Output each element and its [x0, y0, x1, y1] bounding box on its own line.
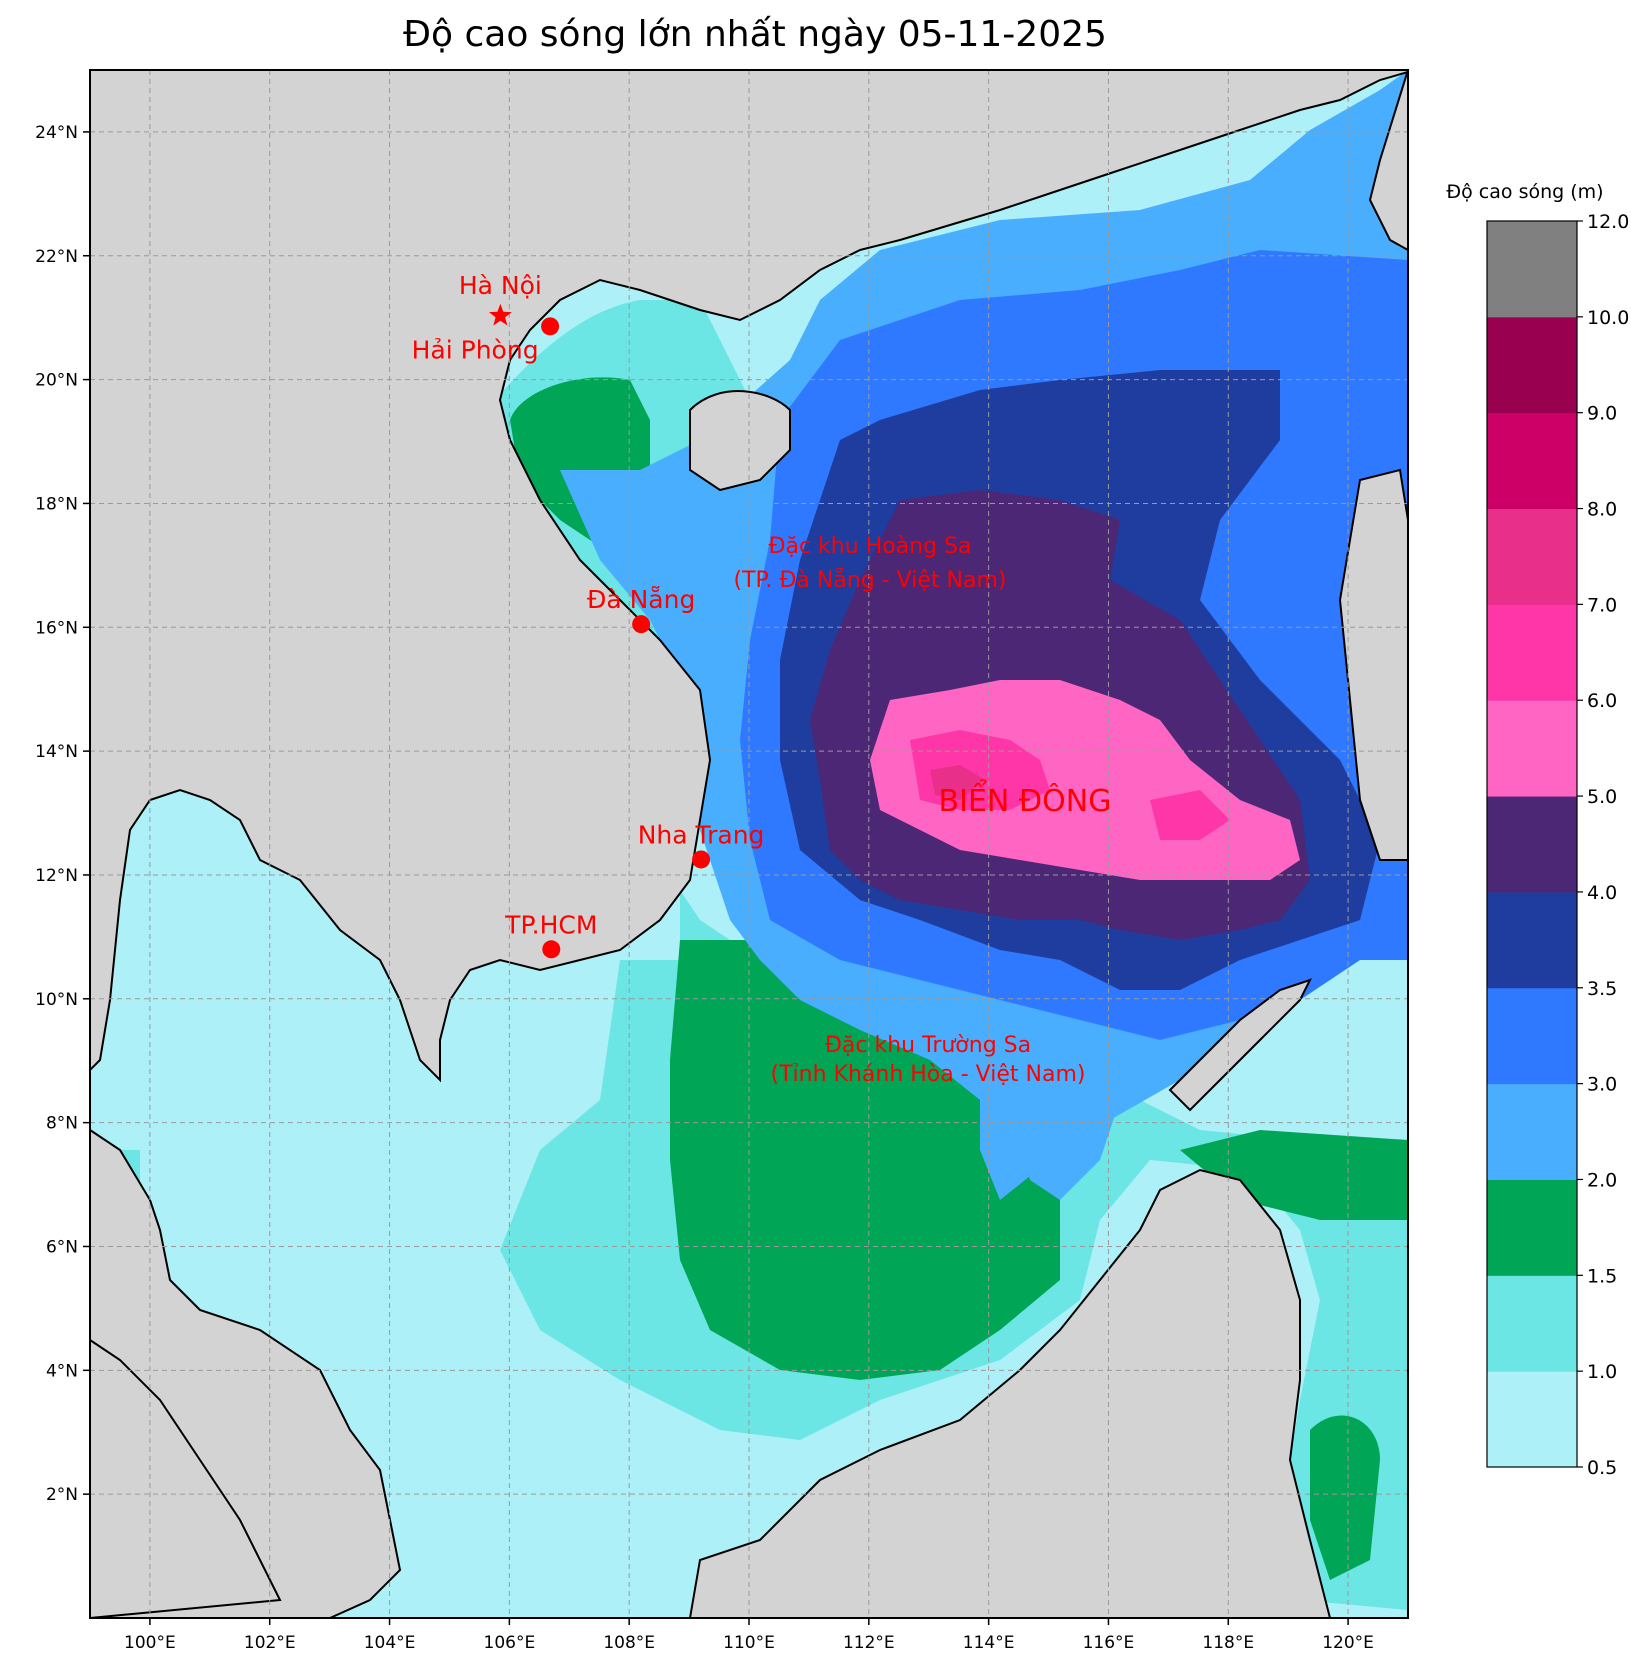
lon-tick-label: 116°E	[1083, 1633, 1135, 1653]
colorbar-level-label: 3.0	[1587, 1074, 1617, 1096]
colorbar-segment	[1487, 700, 1577, 797]
band-7.0-8.0	[930, 765, 985, 800]
city-star-marker	[489, 303, 512, 326]
hoang-sa-label-line1: Đặc khu Hoàng Sa	[768, 534, 971, 559]
colorbar-level-label: 6.0	[1587, 690, 1617, 712]
map-plot-area	[90, 70, 1408, 1618]
colorbar-level-label: 1.0	[1587, 1361, 1617, 1383]
lat-tick-label: 12°N	[35, 866, 78, 886]
lat-tick-label: 2°N	[46, 1485, 78, 1505]
band-1.5-2.0-south	[670, 940, 1060, 1380]
lat-tick-label: 24°N	[35, 123, 78, 143]
lat-tick-label: 8°N	[46, 1114, 78, 1134]
colorbar: 0.5 1.0 1.5 2.0 3.0 3.5 4.0 5.0 6.0 7.0 8.0 9.0 10.0…	[1486, 211, 1629, 1479]
colorbar-segment	[1487, 412, 1577, 510]
land-hainan	[689, 390, 791, 492]
colorbar-level-label: 3.5	[1587, 978, 1617, 1000]
lat-tick-label: 14°N	[35, 742, 78, 762]
lat-tick-label: 6°N	[46, 1237, 78, 1257]
band-2.0-3.0-west	[1000, 1047, 1120, 1200]
land-borneo	[688, 1168, 1332, 1618]
land-luzon	[1338, 468, 1408, 861]
lat-tick-label: 18°N	[35, 494, 78, 514]
colorbar-segment	[1487, 891, 1577, 989]
colorbar-title: Độ cao sóng (m)	[1446, 181, 1603, 203]
city-dot-marker	[692, 850, 711, 869]
land-masses	[90, 70, 1408, 1618]
colorbar-level-label: 10.0	[1587, 307, 1629, 329]
lon-tick-label: 118°E	[1202, 1633, 1254, 1653]
colorbar-level-label: 5.0	[1587, 786, 1617, 808]
lat-tick-label: 4°N	[46, 1361, 78, 1381]
lat-tick-label: 16°N	[35, 618, 78, 638]
colorbar-level-label: 7.0	[1587, 594, 1617, 616]
colorbar-level-label: 9.0	[1587, 403, 1617, 425]
lat-tick-label: 10°N	[35, 990, 78, 1010]
lon-tick-label: 104°E	[364, 1633, 416, 1653]
land-palawan	[1168, 978, 1312, 1112]
band-6.0-7.0	[910, 730, 1230, 840]
truong-sa-label-line2: (Tỉnh Khánh Hòa - Việt Nam)	[771, 1062, 1086, 1087]
city-dot-marker	[632, 615, 651, 634]
lon-tick-label: 110°E	[723, 1633, 775, 1653]
colorbar-segment	[1487, 796, 1577, 893]
colorbar-level-label: 4.0	[1587, 882, 1617, 904]
colorbar-segment	[1487, 316, 1577, 414]
truong-sa-label-line1: Đặc khu Trường Sa	[825, 1033, 1031, 1058]
map-title: Độ cao sóng lớn nhất ngày 05-11-2025	[403, 14, 1107, 55]
lon-tick-label: 120°E	[1322, 1633, 1374, 1653]
city-label: Hà Nội	[459, 271, 542, 300]
colorbar-segment	[1487, 1275, 1577, 1372]
colorbar-segment	[1487, 1083, 1577, 1180]
lat-tick-label: 20°N	[35, 371, 78, 391]
city-label: Nha Trang	[638, 820, 765, 849]
lon-tick-label: 102°E	[244, 1633, 296, 1653]
lon-tick-label: 114°E	[963, 1633, 1015, 1653]
latitude-axis: 24°N 22°N 20°N 18°N 16°N 14°N 12°N 10°N 8°N 6°N 4°…	[35, 123, 90, 1505]
colorbar-segment	[1487, 604, 1577, 701]
longitude-axis: 100°E 102°E 104°E 106°E 108°E 110°E 112°E 114°E…	[124, 1618, 1374, 1653]
colorbar-segment	[1487, 221, 1577, 318]
region-labels: Đặc khu Hoàng Sa (TP. Đà Nẵng - Việt Nam…	[734, 534, 1112, 1087]
lon-tick-label: 112°E	[843, 1633, 895, 1653]
sea-name-label: BIỂN ĐÔNG	[939, 778, 1112, 819]
colorbar-level-label: 0.5	[1587, 1457, 1617, 1479]
city-dot-marker	[541, 317, 560, 336]
colorbar-segment	[1487, 508, 1577, 605]
city-label: Đà Nẵng	[587, 585, 695, 614]
colorbar-segment	[1487, 1371, 1577, 1468]
colorbar-frame	[1486, 220, 1578, 1468]
lon-tick-label: 100°E	[124, 1633, 176, 1653]
city-dot-marker	[542, 940, 561, 959]
colorbar-level-label: 8.0	[1587, 499, 1617, 521]
land-sumatra	[90, 1338, 282, 1618]
colorbar-segment	[1487, 1179, 1577, 1276]
colorbar-level-label: 1.5	[1587, 1265, 1617, 1287]
hoang-sa-label-line2: (TP. Đà Nẵng - Việt Nam)	[734, 567, 1007, 593]
grid-lines	[90, 70, 1408, 1618]
lat-tick-label: 22°N	[35, 247, 78, 267]
colorbar-level-label: 2.0	[1587, 1169, 1617, 1191]
colorbar-segment	[1487, 987, 1577, 1085]
lon-tick-label: 108°E	[603, 1633, 655, 1653]
lon-tick-label: 106°E	[484, 1633, 536, 1653]
land-taiwan	[1368, 70, 1408, 252]
band-1.5-2.0-patch	[1310, 1415, 1380, 1580]
city-label: TP.HCM	[504, 910, 597, 939]
city-markers: Hà Nội Hải Phòng Đà Nẵng Nha Trang TP.HCM	[412, 271, 765, 959]
colorbar-level-label: 12.0	[1587, 211, 1629, 233]
land-mainland-asia	[90, 70, 1408, 1083]
city-label: Hải Phòng	[412, 335, 539, 364]
